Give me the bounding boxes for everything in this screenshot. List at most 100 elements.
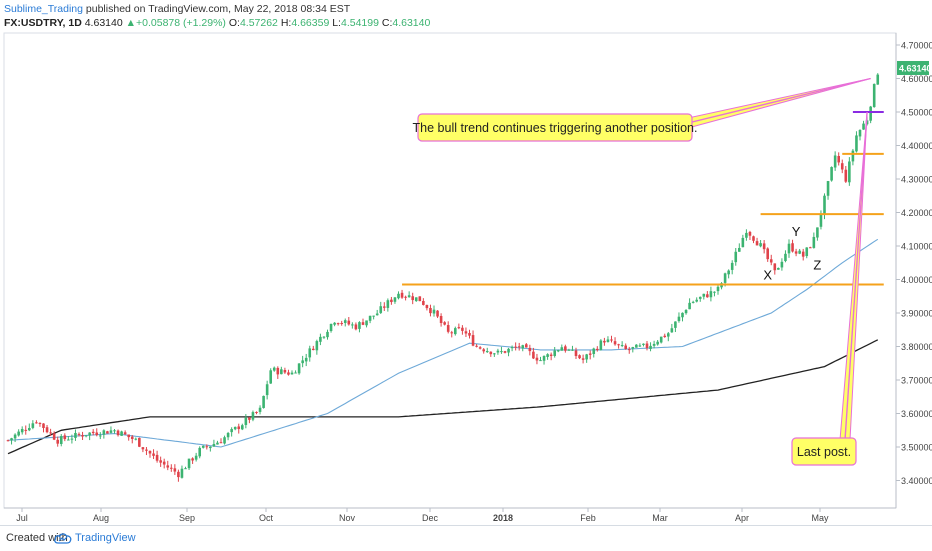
candle-body <box>283 369 287 373</box>
candle-body <box>471 335 475 346</box>
candle-body <box>379 306 383 313</box>
candle-body <box>375 313 379 316</box>
candle-body <box>809 247 812 249</box>
candle-body <box>102 430 106 435</box>
candle-body <box>489 351 493 355</box>
candle-body <box>578 355 581 359</box>
candle-body <box>340 323 343 325</box>
candle-body <box>304 357 308 362</box>
candle-body <box>858 129 862 137</box>
candle-body <box>468 332 471 336</box>
candle-body <box>91 431 95 434</box>
candle-body <box>656 341 659 345</box>
candle-body <box>141 447 145 450</box>
candle-body <box>528 347 532 352</box>
candle-body <box>773 263 777 271</box>
candle-body <box>28 428 31 431</box>
candle-body <box>400 292 404 298</box>
candle-body <box>276 367 280 375</box>
candle-body <box>145 449 148 451</box>
candle-body <box>823 195 826 215</box>
annotations: The bull trend continues triggering anot… <box>413 113 857 466</box>
connector-wedge <box>687 78 871 129</box>
resistance-levels <box>402 111 884 286</box>
candle-body <box>649 345 652 349</box>
candle-body <box>173 468 177 472</box>
candle-body <box>500 351 503 353</box>
candle-body <box>162 461 166 465</box>
candle-body <box>478 347 482 349</box>
candle-body <box>620 345 624 347</box>
candle-body <box>432 309 436 314</box>
author-link[interactable]: Sublime_Trading <box>4 3 83 15</box>
candle-body <box>49 432 52 434</box>
candle-body <box>45 427 49 433</box>
candle-body <box>610 339 613 341</box>
candle-body <box>219 442 223 444</box>
candle-body <box>684 310 688 314</box>
candle-body <box>418 296 422 302</box>
candle-body <box>443 322 446 325</box>
candle-body <box>280 369 283 375</box>
high-value: 4.66359 <box>291 17 330 29</box>
candle-body <box>787 243 791 254</box>
candle-body <box>315 341 319 351</box>
ma50-line <box>7 238 879 448</box>
candle-body <box>627 349 631 351</box>
candle-body <box>166 465 170 468</box>
time-tick-label: Feb <box>580 513 596 523</box>
candle-body <box>560 347 564 351</box>
candle-body <box>439 315 443 324</box>
candle-body <box>624 345 627 349</box>
candle-body <box>503 351 507 353</box>
candle-body <box>752 236 755 241</box>
candle-body <box>152 453 155 456</box>
candle-body <box>816 227 819 238</box>
candle-body <box>63 435 67 440</box>
candle-body <box>738 247 741 252</box>
candle-body <box>123 432 127 435</box>
candle-body <box>613 341 617 345</box>
price-tick-label: 4.70000 <box>901 41 932 51</box>
candle-body <box>99 435 102 437</box>
candle-body <box>674 321 677 328</box>
candle-body <box>244 417 248 425</box>
price-tick-label: 3.70000 <box>901 376 932 386</box>
candle-body <box>798 250 801 254</box>
candle-body <box>67 439 70 441</box>
candle-body <box>24 429 28 431</box>
candle-body <box>272 367 276 371</box>
candle-body <box>713 291 716 293</box>
annotation-connectors <box>687 77 871 441</box>
candle-body <box>312 348 315 351</box>
candle-body <box>766 248 769 260</box>
candle-body <box>393 297 397 302</box>
candle-body <box>659 336 663 343</box>
candle-body <box>436 310 439 317</box>
time-tick-label: Dec <box>422 513 439 523</box>
candle-body <box>606 339 610 342</box>
last-price: 4.63140 <box>84 17 123 29</box>
candle-body <box>830 167 833 181</box>
time-axis-labels: Jul Aug Sep Oct Nov Dec 2018 Feb Mar Apr May <box>16 508 829 523</box>
close-value: 4.63140 <box>392 17 431 29</box>
price-chart[interactable]: The bull trend continues triggering anot… <box>0 0 932 525</box>
candle-body <box>702 293 706 297</box>
candle-body <box>663 335 667 338</box>
tradingview-brand[interactable]: TradingView <box>75 532 136 544</box>
candle-body <box>301 360 304 364</box>
candle-body <box>596 348 599 351</box>
candle-body <box>645 343 649 349</box>
candle-body <box>290 372 294 375</box>
candle-body <box>745 232 748 238</box>
candle-body <box>546 354 549 357</box>
candle-body <box>347 320 351 325</box>
change-value: +0.05878 (+1.29%) <box>136 17 226 29</box>
published-text: published on TradingView.com, May 22, 20… <box>83 3 351 15</box>
candle-body <box>177 471 180 478</box>
candle-body <box>446 325 450 332</box>
candle-body <box>343 320 347 323</box>
candle-body <box>265 384 269 396</box>
candle-body <box>667 333 670 337</box>
created-with-text: Created with <box>6 532 68 544</box>
